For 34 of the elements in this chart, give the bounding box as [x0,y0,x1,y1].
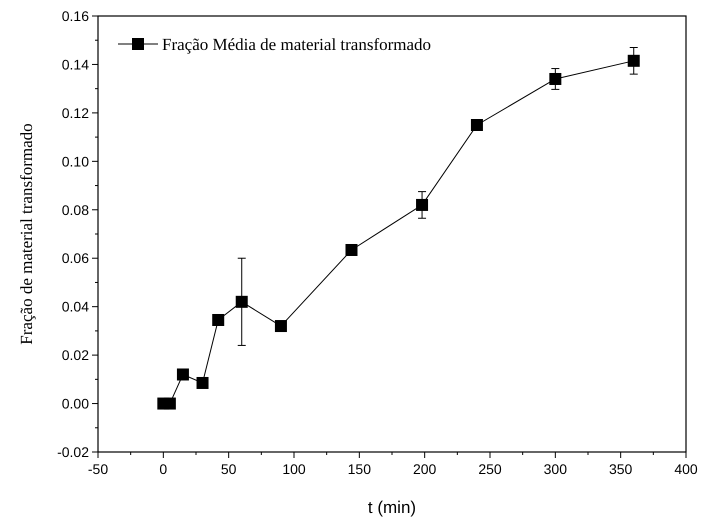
y-tick-label: 0.14 [62,56,90,72]
point [345,244,358,256]
y-tick-label: 0.10 [62,153,90,170]
x-tick-label: 100 [282,461,306,477]
y-tick-label: 0.12 [62,104,90,121]
y-tick-label: -0.02 [57,444,90,460]
x-tick-label: -50 [88,461,108,477]
point [416,198,428,211]
y-tick-label: 0.04 [62,298,90,315]
legend-label: Fração Média de material transformado [162,35,432,54]
y-tick-label: 0.08 [62,202,90,218]
x-tick-label: 0 [159,461,168,477]
point [176,368,189,380]
x-tick-label: 400 [674,461,698,477]
point [470,119,483,131]
x-tick-label: 150 [348,461,372,477]
point [196,376,209,389]
x-tick-label: 250 [478,461,502,477]
y-tick-label: 0.02 [62,347,90,364]
point [164,398,176,410]
x-tick-label: 50 [220,461,237,477]
x-axis-title: t (min) [368,498,416,517]
point [236,296,248,308]
point [212,314,224,326]
x-tick-label: 350 [608,461,633,477]
point [274,320,287,332]
y-tick-label: 0.00 [62,396,90,412]
point [628,54,640,67]
x-tick-label: 300 [544,461,568,477]
y-axis-title: Fração de material transformado [17,123,36,345]
y-tick-label: 0.06 [62,250,90,266]
y-tick-label: 0.16 [62,8,90,24]
x-tick-label: 200 [412,461,437,477]
point [549,72,562,85]
